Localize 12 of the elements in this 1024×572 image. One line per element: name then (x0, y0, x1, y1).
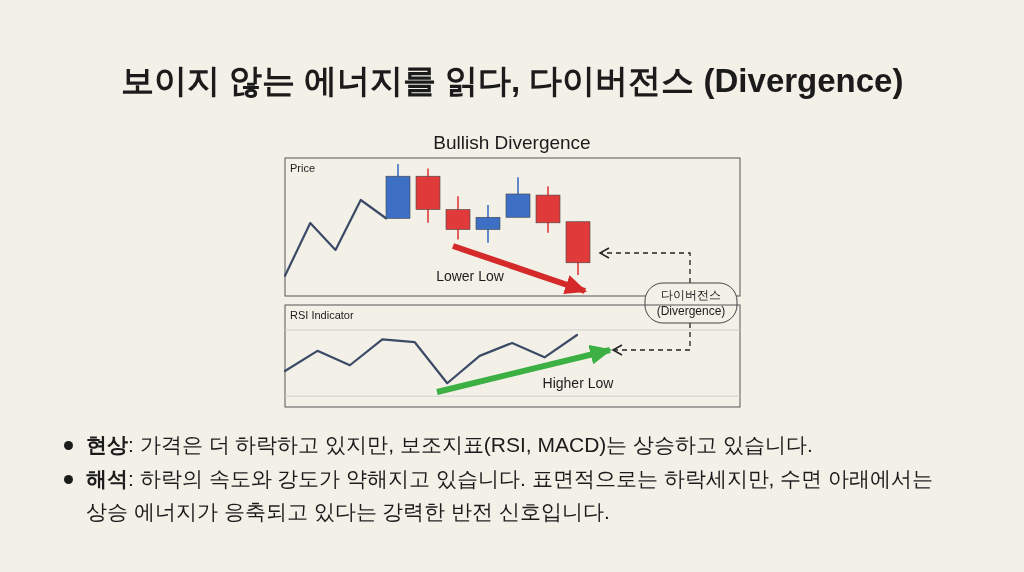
candlestick (505, 176, 531, 219)
y-axis-title: RSI Indicator (290, 309, 354, 321)
candlestick (475, 204, 501, 244)
text: 보이지 않는 에너지를 읽다, 다이버전스 (Divergence) (120, 62, 904, 99)
annotation: Lower Low (436, 268, 505, 284)
chart-subtitle: Bullish Divergence (433, 132, 591, 153)
y-axis-title: Price (290, 162, 316, 174)
annotation: Higher Low (542, 375, 615, 391)
text: 해석: 하락의 속도와 강도가 약해지고 있습니다. 표면적으로는 하락세지만, 수면 아래에서는 상승 에너지가 응축되고 있다는 강력한 반전 신호입니다. (85, 466, 934, 525)
text: 다이버전스 (Divergence) (656, 288, 726, 318)
text: 현상: 가격은 더 하락하고 있지만, 보조지표(RSI, MACD)는 상승하고 있습니다. (85, 432, 814, 458)
candlestick (445, 195, 471, 241)
